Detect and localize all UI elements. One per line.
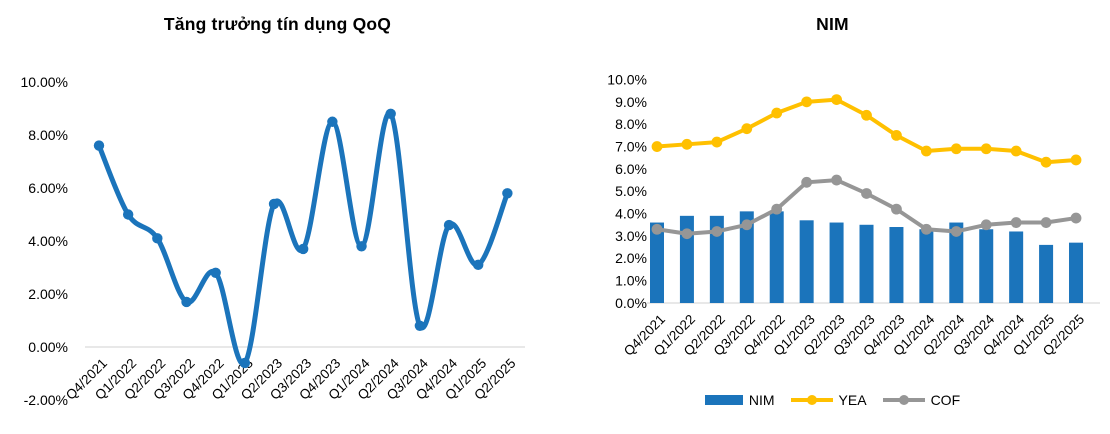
legend-line-dot [898,395,909,405]
nim-bar [739,211,754,303]
legend-bar-swatch-icon [704,395,743,405]
y-tick-label: 5.0% [615,183,647,199]
nim-bar [709,215,724,303]
yea-point [1070,154,1082,166]
nim-bar [1069,242,1084,303]
nim-bar [919,229,934,303]
nim-bar [769,211,784,303]
t-ng-tr-ng-t-n-d-ng-qoq-point [210,267,221,278]
nim-chart-title: NIM [816,14,849,34]
y-tick-label: 9.0% [615,94,647,110]
cof-point [950,226,962,237]
yea-point [950,143,962,155]
y-tick-label: 4.00% [28,233,68,249]
yea-point [920,145,932,157]
cof-point [831,174,842,186]
t-ng-tr-ng-t-n-d-ng-qoq-point [152,233,163,244]
nim-bar [979,229,994,303]
t-ng-tr-ng-t-n-d-ng-qoq-point [181,296,192,308]
legend-item-yea: YEA [790,392,867,408]
y-tick-label: 2.00% [28,286,68,302]
t-ng-tr-ng-t-n-d-ng-qoq-point [443,219,455,231]
nim-bar [949,222,964,303]
yea-point [1040,156,1052,168]
y-tick-label: 8.0% [615,116,647,132]
legend-item-cof: COF [882,392,961,408]
y-tick-label: 0.00% [28,339,68,355]
yea-point [711,136,723,148]
legend-line-dot [806,395,817,405]
yea-point [741,123,753,135]
nim-bar [859,224,874,303]
nim-bar [1009,231,1024,303]
nim-bar [650,222,664,303]
yea-point [980,143,992,155]
cof-point [891,203,902,215]
y-tick-label: 6.00% [28,180,68,196]
yea-point [771,107,783,119]
t-ng-tr-ng-t-n-d-ng-qoq-point [93,140,105,151]
nim-bar [889,227,904,303]
legend-line-swatch-icon [790,394,833,406]
cof-point [1070,212,1082,224]
t-ng-tr-ng-t-n-d-ng-qoq-point [385,108,396,120]
y-tick-label: 10.00% [21,74,68,90]
t-ng-tr-ng-t-n-d-ng-qoq-point [239,357,251,369]
t-ng-tr-ng-t-n-d-ng-qoq-point [502,188,513,199]
t-ng-tr-ng-t-n-d-ng-qoq-point [356,241,367,252]
t-ng-tr-ng-t-n-d-ng-qoq-point [297,243,309,255]
cof-point [1040,217,1052,228]
cof-point [980,219,992,231]
cof-point [741,219,753,231]
yea-point [801,96,813,108]
t-ng-tr-ng-t-n-d-ng-qoq-point [327,116,338,127]
cof-point [651,223,663,235]
yea-point [1010,145,1022,157]
y-tick-label: -2.00% [24,392,68,408]
t-ng-tr-ng-t-n-d-ng-qoq-point [473,259,484,271]
y-tick-label: 7.0% [615,138,647,154]
cof-point [1010,217,1022,228]
cof-point [711,226,723,237]
cof-point [681,228,693,240]
cof-point [920,223,932,235]
y-tick-label: 6.0% [615,161,647,177]
credit-growth-plot: 10.00%8.00%6.00%4.00%2.00%0.00%-2.00%Q4/… [21,74,525,408]
nim-plot: 10.0% 9.0% 8.0% 7.0% 6.0% 5.0% 4.0% 3.0% 2.0% 1.0… [607,71,1100,359]
y-tick-label: 3.0% [615,228,647,244]
cof-point [801,176,813,188]
yea-point [651,141,663,152]
cof-point [861,188,872,199]
nim-bar [829,222,844,303]
credit-growth-chart-title: Tăng trưởng tín dụng QoQ [163,14,392,34]
y-tick-label: 2.0% [615,250,647,266]
nim-bar [1039,244,1054,303]
nim-legend: NIM YEA COF [555,392,1110,408]
y-tick-label: 4.0% [615,206,647,222]
legend-line-swatch-icon [882,394,925,406]
yea-point [681,138,693,150]
t-ng-tr-ng-t-n-d-ng-qoq-point [414,320,426,331]
yea-point [861,109,872,121]
legend-label: YEA [838,392,867,408]
legend-item-nim: NIM [704,392,775,408]
y-tick-label: 0.0% [615,295,647,311]
nim-bar [799,220,814,303]
t-ng-tr-ng-t-n-d-ng-qoq-point [122,209,134,220]
yea-point [891,129,902,141]
y-tick-label: 10.0% [607,71,647,87]
y-tick-label: 8.00% [28,127,68,143]
t-ng-tr-ng-t-n-d-ng-qoq-point [268,198,280,210]
y-tick-label: 1.0% [615,273,647,289]
cof-point [771,203,783,215]
yea-point [831,94,842,106]
legend-label: NIM [748,392,775,408]
legend-label: COF [930,392,961,408]
